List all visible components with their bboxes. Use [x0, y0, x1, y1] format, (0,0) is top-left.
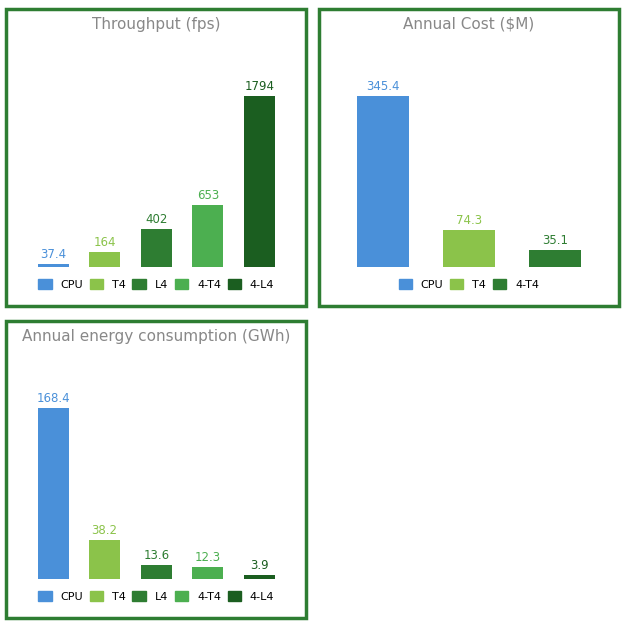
Bar — [192, 567, 223, 579]
Bar — [89, 540, 120, 579]
Bar — [141, 565, 172, 579]
Text: 402: 402 — [145, 213, 168, 226]
Text: 13.6: 13.6 — [143, 549, 169, 562]
Text: 653: 653 — [197, 189, 219, 202]
Text: Throughput (fps): Throughput (fps) — [92, 17, 221, 32]
Text: 1794: 1794 — [244, 80, 274, 94]
Text: 37.4: 37.4 — [40, 248, 66, 261]
Bar — [141, 229, 172, 267]
Text: 168.4: 168.4 — [36, 392, 70, 406]
Legend: CPU, T4, L4, 4-T4, 4-L4: CPU, T4, L4, 4-T4, 4-L4 — [34, 587, 279, 607]
Text: 38.2: 38.2 — [92, 524, 118, 537]
Bar — [38, 409, 69, 579]
Bar — [244, 575, 275, 579]
Bar — [192, 205, 223, 267]
Legend: CPU, T4, L4, 4-T4, 4-L4: CPU, T4, L4, 4-T4, 4-L4 — [34, 275, 279, 295]
Bar — [357, 97, 409, 267]
Text: 164: 164 — [93, 235, 116, 248]
Text: 35.1: 35.1 — [542, 234, 568, 247]
Text: 345.4: 345.4 — [366, 80, 399, 94]
Text: 74.3: 74.3 — [456, 215, 482, 227]
Bar — [529, 250, 581, 267]
Text: 12.3: 12.3 — [195, 550, 221, 563]
Text: Annual Cost ($M): Annual Cost ($M) — [403, 17, 534, 32]
Bar — [38, 264, 69, 267]
Bar — [443, 230, 494, 267]
Legend: CPU, T4, 4-T4: CPU, T4, 4-T4 — [394, 275, 544, 295]
Bar — [244, 97, 275, 267]
Bar — [89, 251, 120, 267]
Text: Annual energy consumption (GWh): Annual energy consumption (GWh) — [22, 329, 291, 344]
Text: 3.9: 3.9 — [250, 559, 269, 572]
